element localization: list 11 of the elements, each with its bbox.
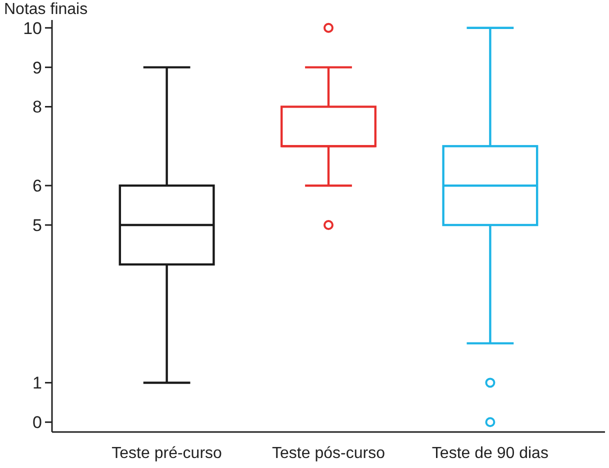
y-tick-label: 8 (32, 98, 42, 117)
x-tick-label: Teste de 90 dias (432, 445, 548, 462)
y-tick-label: 5 (32, 216, 42, 235)
x-tick-label: Teste pós-curso (272, 445, 386, 462)
y-tick-label: 10 (23, 18, 42, 38)
x-tick-label: Teste pré-curso (112, 445, 222, 462)
y-axis-title: Notas finais (4, 1, 88, 18)
y-tick-label: 6 (32, 176, 42, 196)
y-tick-label: 9 (32, 58, 42, 78)
y-tick-label: 0 (32, 413, 42, 432)
y-tick-label: 1 (32, 374, 42, 393)
